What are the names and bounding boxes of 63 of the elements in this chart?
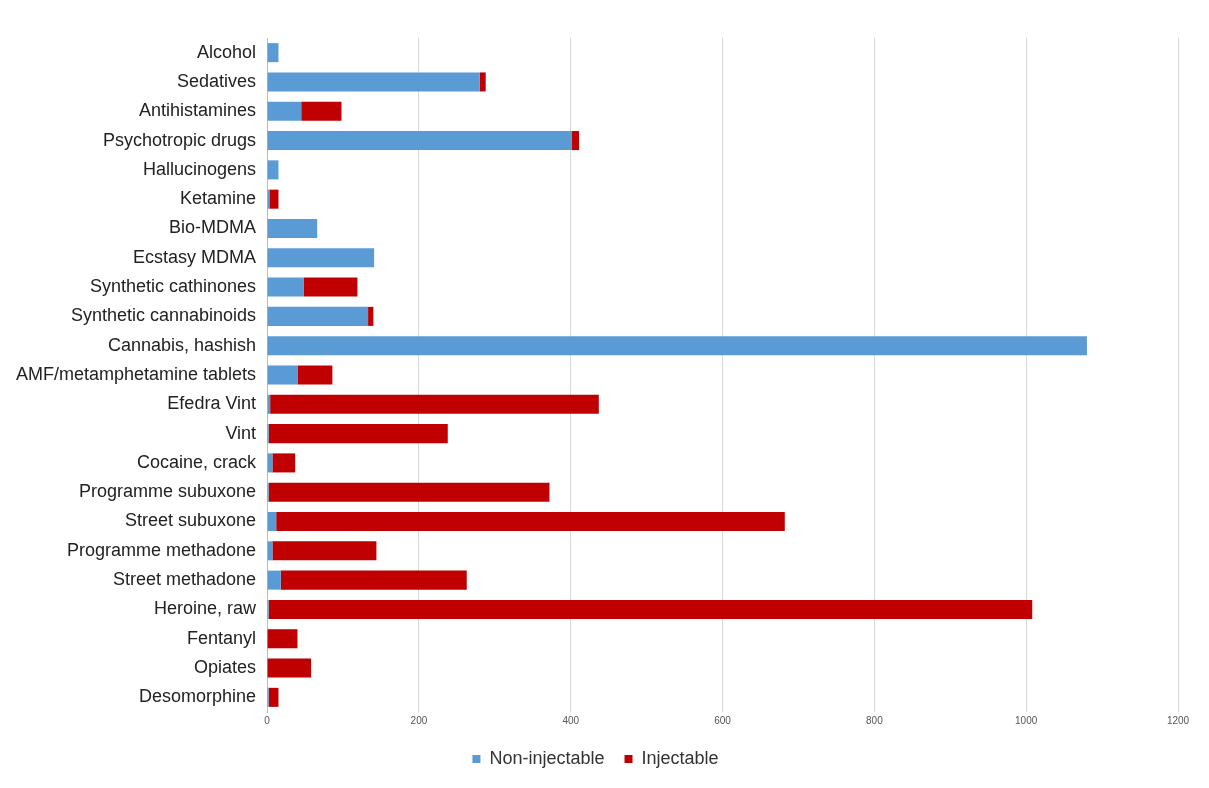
- bar: [297, 365, 333, 385]
- y-tick-label: Ecstasy MDMA: [133, 246, 257, 267]
- y-tick-label: Street subuxone: [125, 510, 257, 531]
- y-tick-label: Bio-MDMA: [169, 217, 257, 238]
- y-tick-label: Street methadone: [112, 569, 257, 590]
- y-tick-label: Cannabis, hashish: [107, 334, 257, 355]
- bar: [267, 101, 302, 121]
- bar: [268, 482, 550, 502]
- bar: [368, 306, 374, 326]
- bar: [280, 570, 467, 590]
- y-tick-label: Programme subuxone: [79, 481, 257, 502]
- y-tick-label: Antihistamines: [139, 100, 257, 121]
- x-tick-label: 1000: [1015, 714, 1038, 726]
- bar: [479, 72, 486, 92]
- y-tick-label: Heroine, raw: [154, 598, 258, 619]
- bar: [270, 394, 599, 414]
- bar: [267, 658, 312, 678]
- x-tick-label: 600: [714, 714, 732, 726]
- y-tick-label: AMF/metamphetamine tablets: [15, 363, 257, 384]
- bar: [267, 570, 281, 590]
- x-tick-label: 200: [410, 714, 428, 726]
- y-tick-label: Programme methadone: [66, 539, 257, 560]
- bar: [267, 306, 369, 326]
- y-tick-label: Efedra Vint: [167, 393, 257, 414]
- bar: [268, 687, 279, 707]
- x-tick-label: 1200: [1166, 714, 1190, 726]
- bar: [267, 512, 277, 532]
- bar: [303, 277, 358, 297]
- bar: [267, 160, 279, 180]
- bar: [267, 131, 572, 151]
- bar: [267, 336, 1087, 356]
- y-tick-label: Vint: [225, 422, 257, 443]
- y-tick-label: Ketamine: [180, 188, 257, 209]
- x-tick-label: 800: [866, 714, 884, 726]
- y-tick-label: Cocaine, crack: [137, 451, 258, 472]
- x-tick-label: 0: [264, 714, 271, 726]
- y-tick-label: Alcohol: [197, 41, 257, 62]
- bar: [267, 72, 480, 92]
- bar: [571, 131, 580, 151]
- bar: [267, 248, 375, 268]
- bar: [267, 43, 279, 63]
- bar: [269, 189, 279, 209]
- bar: [272, 541, 377, 561]
- y-tick-label: Synthetic cathinones: [89, 276, 257, 297]
- y-tick-label: Synthetic cannabinoids: [70, 305, 257, 326]
- bar: [272, 453, 296, 473]
- y-tick-label: Opiates: [194, 657, 257, 678]
- x-tick-label: 400: [562, 714, 580, 726]
- bar: [267, 629, 298, 649]
- legend-label: Injectable: [641, 747, 719, 768]
- bar: [276, 512, 785, 532]
- bar: [268, 599, 1033, 619]
- bar: [267, 365, 298, 385]
- bar: [267, 277, 304, 297]
- legend-label: Non-injectable: [489, 747, 605, 768]
- bar: [267, 218, 318, 238]
- y-tick-label: Fentanyl: [187, 627, 257, 648]
- y-tick-label: Desomorphine: [139, 686, 257, 707]
- y-tick-label: Sedatives: [177, 70, 257, 91]
- y-tick-label: Psychotropic drugs: [103, 129, 257, 150]
- bar: [301, 101, 342, 121]
- bar: [268, 424, 448, 444]
- y-tick-label: Hallucinogens: [143, 158, 257, 179]
